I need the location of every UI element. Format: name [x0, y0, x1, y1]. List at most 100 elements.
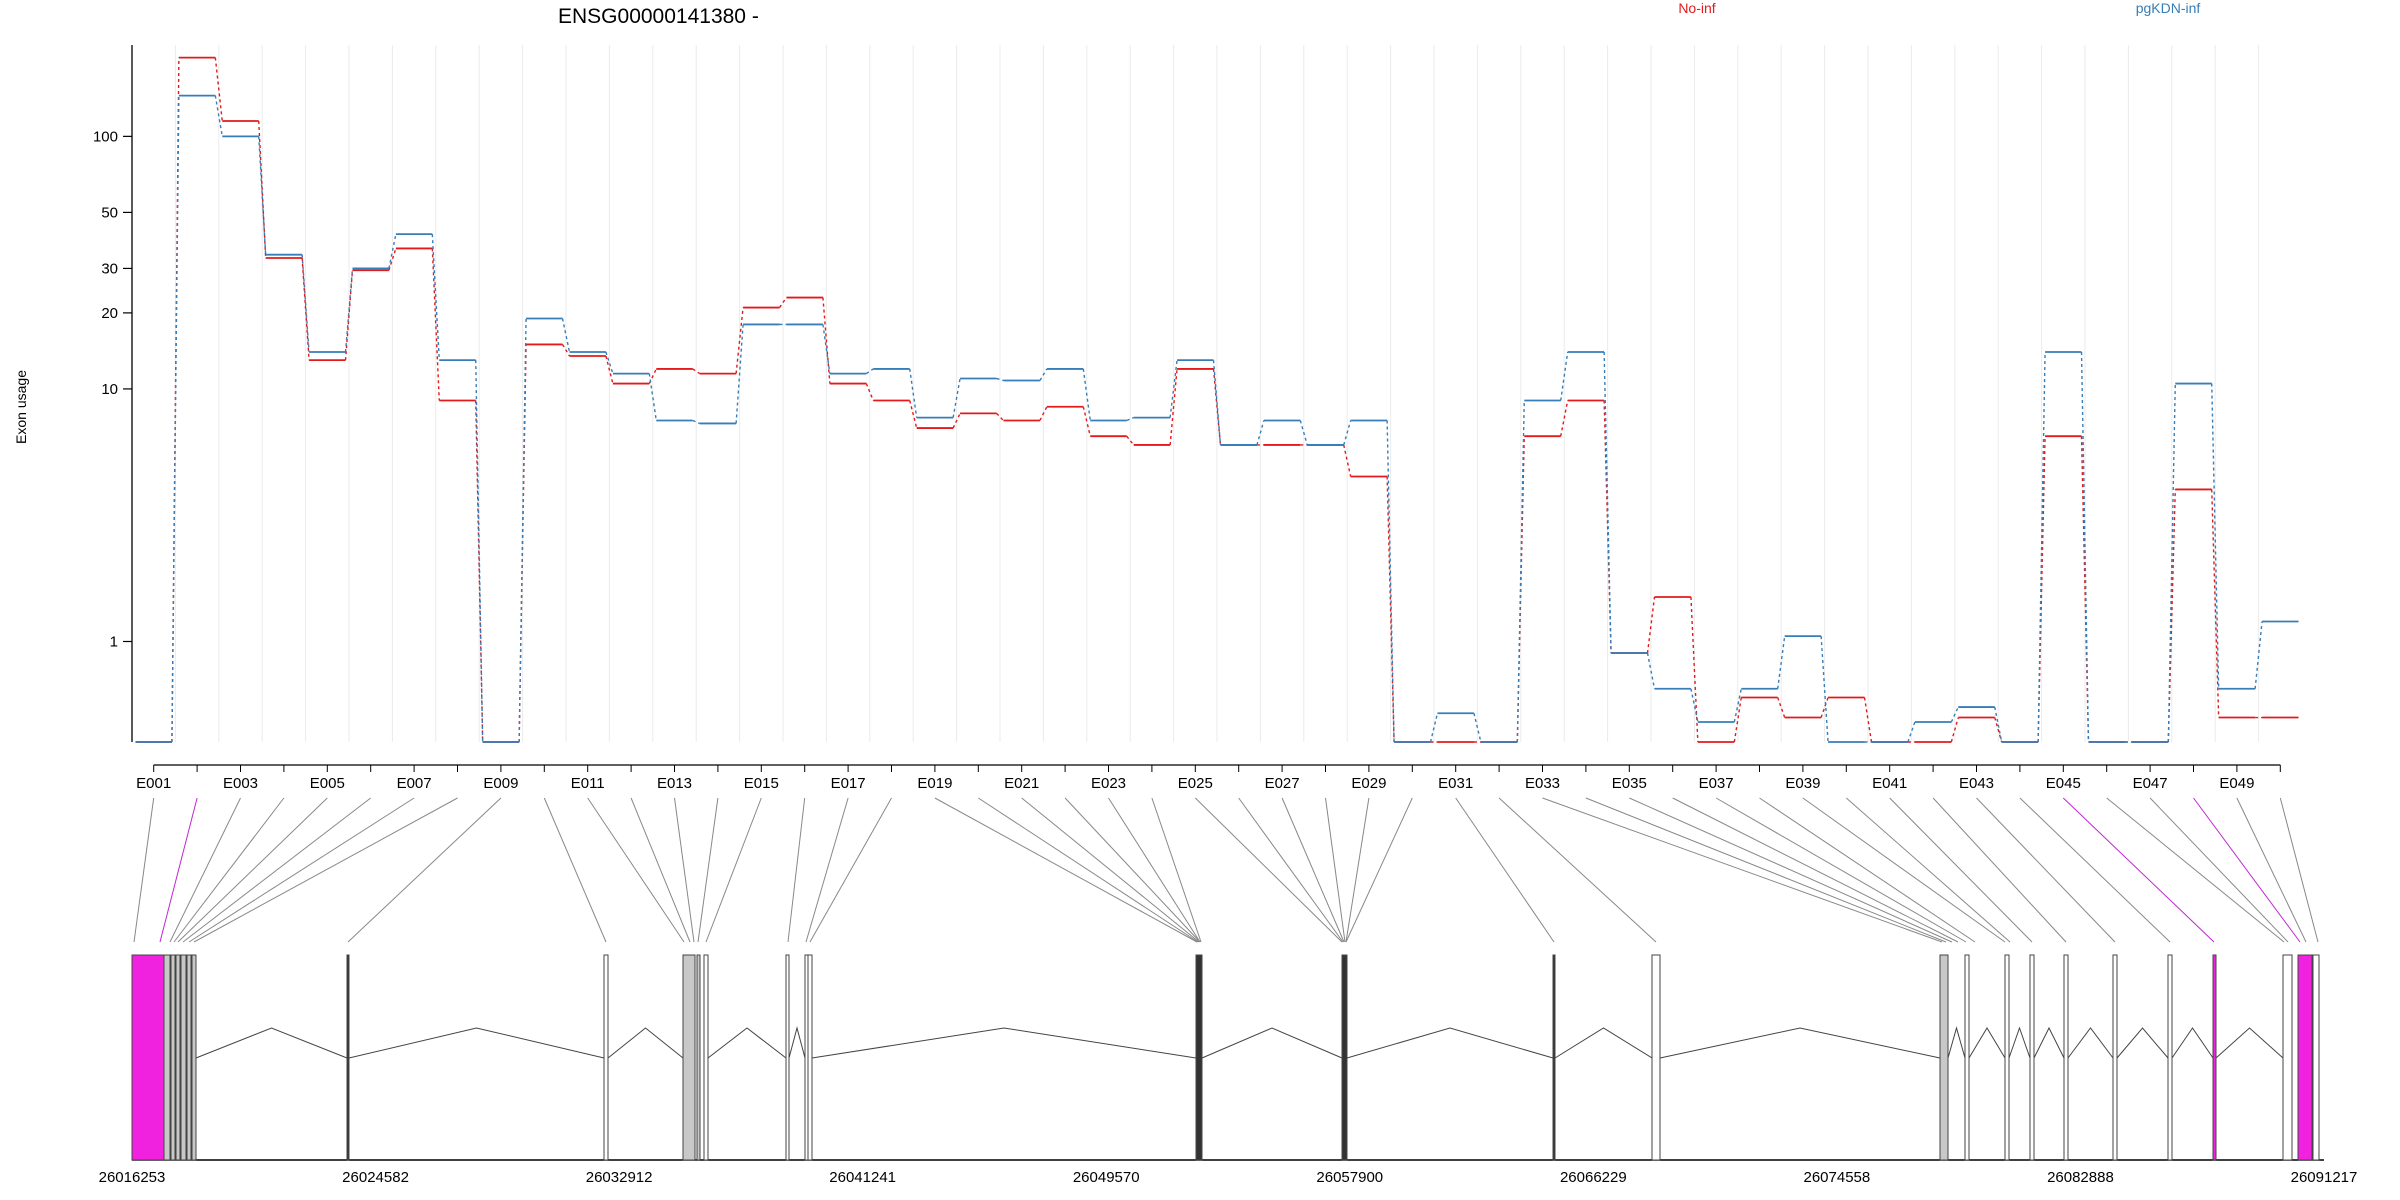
transition-line — [1169, 360, 1178, 418]
intron-line — [707, 1027, 787, 1059]
y-axis: 1 10 20 30 50 100 — [93, 45, 133, 742]
y-tick-label: 20 — [101, 305, 118, 322]
transition-line — [1950, 706, 1959, 723]
transition-line — [1343, 444, 1352, 477]
transition-line — [1212, 368, 1222, 446]
transition-line — [996, 377, 1004, 382]
exon-box — [1939, 954, 1949, 1161]
transition-line — [822, 297, 831, 384]
coordinate-label: 26049570 — [1073, 1169, 1140, 1186]
transition-line — [952, 378, 961, 418]
exon-connector — [188, 797, 415, 943]
transition-line — [2211, 383, 2220, 689]
transition-line — [1169, 368, 1178, 446]
exon-box — [807, 954, 813, 1161]
intron-line — [1947, 1026, 1966, 1059]
transition-line — [996, 412, 1004, 421]
exon-connector — [173, 797, 285, 943]
exon-connector — [1345, 797, 1370, 943]
x-tick-label: E011 — [571, 775, 605, 792]
exon-connector — [1345, 797, 1413, 943]
legend-no-inf: No-inf — [1678, 0, 1715, 16]
y-tick-label: 30 — [101, 260, 118, 277]
exon-connector — [2236, 797, 2307, 943]
intron-line — [1554, 1027, 1653, 1059]
exon-connector — [630, 797, 691, 943]
intron-line — [1346, 1027, 1554, 1059]
intron-line — [1659, 1027, 1941, 1059]
legend-pgkdn-inf: pgKDN-inf — [2136, 0, 2201, 16]
x-tick-label: E039 — [1785, 775, 1820, 792]
intron-line — [788, 1026, 806, 1059]
exon-connector — [169, 797, 241, 943]
coordinate-label: 26032912 — [586, 1169, 653, 1186]
exon-connector — [978, 797, 1199, 943]
x-axis: E001 E003 E005 E007 E009 E011 E013 E015 E017 E019… — [136, 764, 2281, 792]
transition-line — [388, 248, 397, 271]
transition-line — [431, 248, 440, 401]
exon-box — [1552, 954, 1556, 1161]
exon-box — [1195, 954, 1203, 1161]
exon-box — [1964, 954, 1970, 1161]
coordinate-label: 26057900 — [1316, 1169, 1383, 1186]
transition-line — [605, 355, 614, 384]
grid-lines — [174, 45, 2260, 742]
transition-line — [1516, 400, 1525, 743]
x-tick-label: E015 — [744, 775, 779, 792]
x-tick-label: E035 — [1612, 775, 1647, 792]
x-tick-label: E019 — [917, 775, 952, 792]
x-tick-label: E017 — [831, 775, 866, 792]
transition-line — [1560, 400, 1569, 437]
coordinate-label: 26082888 — [2047, 1169, 2114, 1186]
transition-line — [1560, 351, 1569, 401]
exon-box — [2312, 954, 2320, 1161]
intron-line — [2215, 1027, 2284, 1059]
exon-box — [131, 954, 165, 1161]
exon-connector — [2279, 797, 2319, 943]
exon-connector — [1498, 797, 1657, 943]
exon-connector — [1064, 797, 1201, 943]
exon-connector — [1455, 797, 1555, 943]
exon-connector — [1021, 797, 1200, 943]
x-tick-label: E001 — [136, 775, 171, 792]
transition-line — [2080, 436, 2090, 743]
transition-line — [1690, 596, 1699, 743]
y-tick-label: 1 — [110, 633, 118, 650]
x-tick-label: E041 — [1872, 775, 1907, 792]
transition-line — [561, 344, 571, 357]
x-tick-label: E021 — [1004, 775, 1039, 792]
transition-line — [1039, 406, 1048, 421]
x-tick-label: E049 — [2219, 775, 2254, 792]
exon-box — [703, 954, 709, 1161]
transition-line — [735, 307, 744, 374]
exon-connector — [1672, 797, 1959, 943]
transition-line — [1299, 420, 1308, 446]
y-axis-label: Exon usage — [13, 370, 29, 444]
intron-line — [2067, 1027, 2114, 1059]
exon-connector — [1194, 797, 1343, 943]
transition-line — [2254, 621, 2263, 689]
exon-connector — [705, 797, 762, 943]
intron-line — [348, 1027, 605, 1059]
exon-connector — [805, 797, 849, 943]
exon-connector — [1802, 797, 2006, 943]
intron-line — [2116, 1027, 2169, 1059]
exon-connector — [347, 797, 502, 943]
transition-line — [214, 57, 223, 122]
transition-line — [735, 324, 744, 424]
transition-line — [1039, 368, 1048, 381]
exon-connector — [1108, 797, 1201, 943]
exon-box — [163, 954, 171, 1161]
exon-connector — [1932, 797, 2067, 943]
exon-connector — [182, 797, 372, 943]
transition-line — [1473, 713, 1482, 743]
exon-connector — [2193, 797, 2301, 943]
coordinate-label: 26016253 — [99, 1169, 166, 1186]
exon-connector — [1281, 797, 1345, 943]
exon-box — [2112, 954, 2118, 1161]
transition-line — [2080, 352, 2090, 743]
transition-line — [518, 318, 527, 743]
exon-box — [2282, 954, 2293, 1161]
transition-line — [1126, 416, 1134, 422]
transition-line — [778, 297, 788, 308]
